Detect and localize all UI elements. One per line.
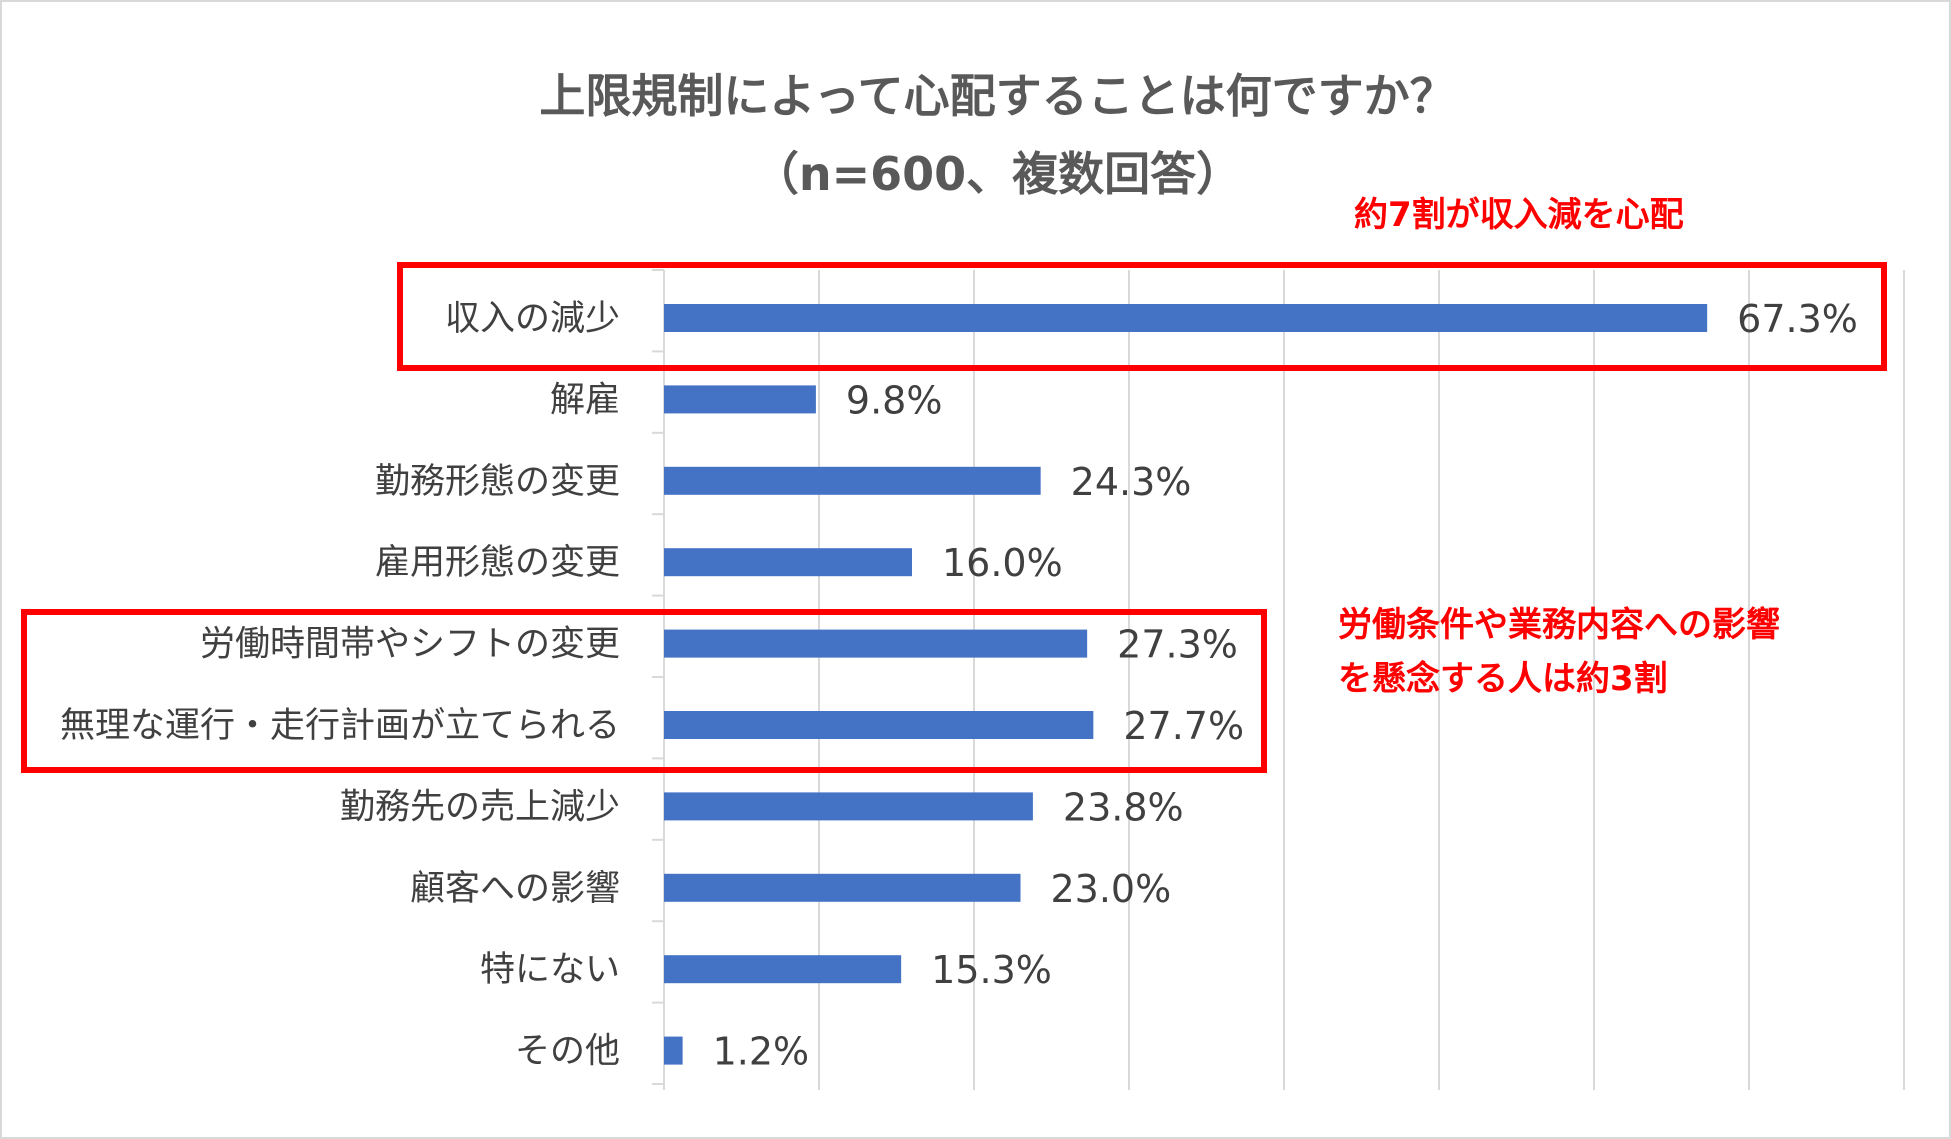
bar	[664, 955, 902, 984]
bar	[664, 1036, 683, 1065]
bar	[664, 873, 1021, 902]
data-label: 9.8%	[846, 378, 943, 422]
bar	[664, 548, 912, 577]
category-label: 労働時間帯やシフトの変更	[200, 625, 620, 665]
category-label: その他	[515, 1032, 620, 1072]
chart-subtitle: （n=600、複数回答）	[752, 147, 1243, 201]
category-label: 勤務先の売上減少	[340, 787, 620, 827]
data-label: 27.3%	[1117, 623, 1238, 667]
data-label: 23.8%	[1063, 785, 1184, 829]
bar	[664, 304, 1708, 332]
category-label: 顧客への影響	[410, 869, 620, 909]
category-label: 特にない	[480, 950, 620, 990]
category-label: 勤務形態の変更	[375, 462, 620, 502]
data-label: 24.3%	[1071, 460, 1192, 504]
data-label: 15.3%	[931, 948, 1052, 992]
category-label: 雇用形態の変更	[375, 543, 620, 583]
highlight-box-income	[397, 262, 1887, 371]
annotation-working-conditions: 労働条件や業務内容への影響 を懸念する人は約3割	[1338, 598, 1780, 706]
bar	[664, 385, 816, 414]
data-label: 67.3%	[1737, 297, 1858, 341]
chart-title: 上限規制によって心配することは何ですか？	[539, 69, 1456, 123]
annotation-line-1: 労働条件や業務内容への影響	[1338, 605, 1780, 645]
bar	[664, 711, 1094, 739]
category-label: 収入の減少	[445, 299, 620, 339]
annotation-income: 約7割が収入減を心配	[1354, 195, 1684, 235]
bar	[664, 792, 1033, 821]
category-label: 解雇	[550, 380, 620, 420]
annotation-line-2: を懸念する人は約3割	[1338, 659, 1668, 699]
bar	[664, 466, 1041, 495]
highlight-box-working-conditions	[21, 609, 1267, 773]
category-label: 無理な運行・走行計画が立てられる	[60, 706, 620, 746]
data-label: 1.2%	[713, 1030, 810, 1074]
data-label: 27.7%	[1123, 704, 1244, 748]
data-label: 23.0%	[1051, 867, 1172, 911]
data-label: 16.0%	[942, 541, 1063, 585]
bar	[664, 629, 1088, 658]
